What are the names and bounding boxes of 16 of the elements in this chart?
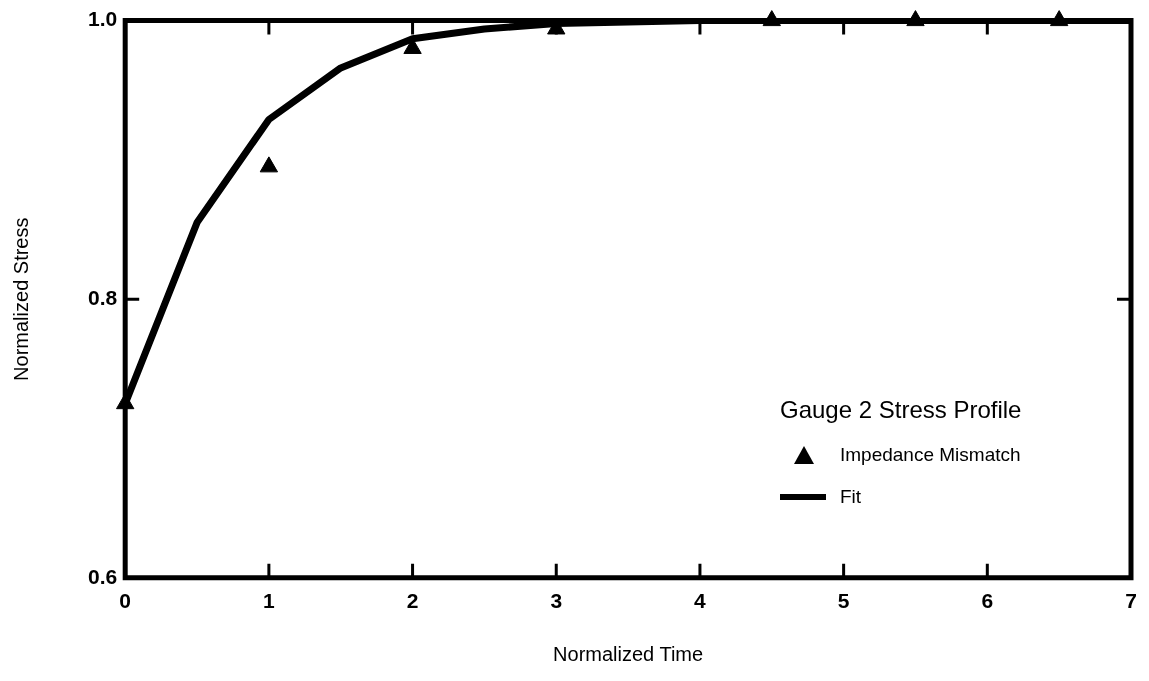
x-tick-label: 3 — [550, 589, 563, 613]
y-tick-label: 0.6 — [87, 564, 118, 588]
y-tick-label: 0.8 — [87, 286, 118, 309]
x-axis-title: Normalized Time — [553, 642, 704, 665]
x-tick-label: 7 — [1125, 589, 1137, 613]
x-tick-label: 4 — [694, 589, 707, 613]
legend-title: Gauge 2 Stress Profile — [780, 395, 1022, 424]
legend-label: Fit — [840, 485, 862, 508]
x-tick-label: 5 — [837, 589, 850, 613]
legend-label: Impedance Mismatch — [840, 443, 1021, 466]
y-tick-label: 1.0 — [87, 7, 118, 31]
y-axis-title: Normalized Stress — [9, 217, 32, 381]
x-tick-label: 2 — [406, 589, 419, 613]
x-tick-label: 1 — [263, 589, 276, 613]
x-tick-label: 0 — [119, 589, 132, 613]
x-tick-label: 6 — [981, 589, 994, 613]
